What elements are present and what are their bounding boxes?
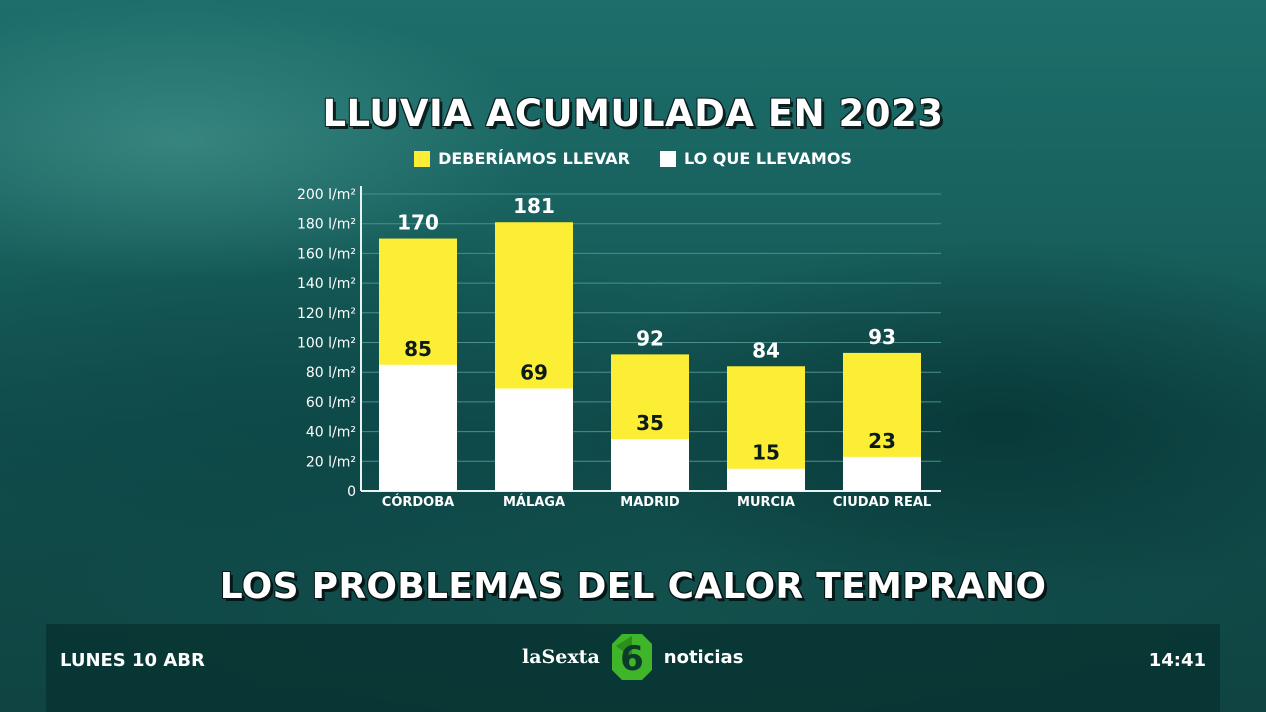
- bar-actual: [495, 388, 573, 491]
- legend-label-should: DEBERÍAMOS LLEVAR: [438, 149, 630, 168]
- bar-actual: [727, 468, 805, 491]
- data-label-should: 93: [868, 325, 896, 349]
- ticker-time: 14:41: [1148, 650, 1206, 671]
- legend-swatch-actual: [660, 150, 676, 167]
- data-label-actual: 69: [520, 361, 548, 385]
- chart-legend: DEBERÍAMOS LLEVAR LO QUE LLEVAMOS: [0, 149, 1266, 168]
- x-tick-label: MURCIA: [737, 495, 795, 510]
- y-tick-label: 80 l/m²: [306, 365, 356, 381]
- legend-item-actual: LO QUE LLEVAMOS: [660, 149, 852, 168]
- data-label-should: 181: [513, 194, 555, 218]
- y-tick-label: 100 l/m²: [297, 336, 356, 352]
- y-tick-label: 120 l/m²: [297, 306, 356, 322]
- x-tick-label: MÁLAGA: [503, 494, 565, 510]
- rainfall-bar-chart: 0 20 l/m² 40 l/m² 60 l/m² 80 l/m² 100 l/m² 120…: [297, 186, 941, 510]
- brand-noticias-text: noticias: [663, 646, 744, 668]
- y-tick-label: 140 l/m²: [297, 276, 356, 292]
- brand-lasexta-text: laSexta: [522, 646, 600, 668]
- logo-number: 6: [620, 639, 644, 679]
- y-tick-label: 180 l/m²: [297, 217, 356, 233]
- x-tick-label: MADRID: [620, 495, 680, 510]
- bar-actual: [379, 364, 457, 491]
- data-label-actual: 15: [752, 441, 780, 465]
- y-tick-label: 200 l/m²: [297, 187, 356, 203]
- news-ticker-bar: LUNES 10 ABR laSexta 6 noticias 14:41: [46, 624, 1220, 712]
- chart-title: LLUVIA ACUMULADA EN 2023: [322, 92, 944, 135]
- x-tick-label: CIUDAD REAL: [833, 495, 931, 510]
- legend-label-actual: LO QUE LLEVAMOS: [684, 149, 852, 168]
- headline: LOS PROBLEMAS DEL CALOR TEMPRANO: [219, 566, 1047, 607]
- legend-item-should: DEBERÍAMOS LLEVAR: [414, 149, 630, 168]
- bar-actual: [843, 456, 921, 491]
- y-tick-label: 160 l/m²: [297, 246, 356, 262]
- data-label-actual: 85: [404, 337, 432, 361]
- lasexta-six-logo-icon: 6: [611, 634, 652, 680]
- y-tick-label: 40 l/m²: [306, 425, 356, 441]
- y-tick-label: 20 l/m²: [306, 454, 356, 470]
- ticker-date: LUNES 10 ABR: [60, 650, 205, 671]
- data-label-should: 92: [636, 326, 664, 350]
- channel-brand: laSexta 6 noticias: [522, 632, 743, 682]
- data-label-actual: 23: [868, 429, 896, 453]
- data-label-should: 84: [752, 338, 780, 362]
- legend-swatch-should: [414, 150, 431, 167]
- x-tick-label: CÓRDOBA: [382, 494, 454, 510]
- data-label-should: 170: [397, 211, 439, 235]
- y-tick-label: 60 l/m²: [306, 395, 356, 411]
- y-tick-label: 0: [347, 484, 356, 500]
- bar-actual: [611, 439, 689, 491]
- data-label-actual: 35: [636, 411, 664, 435]
